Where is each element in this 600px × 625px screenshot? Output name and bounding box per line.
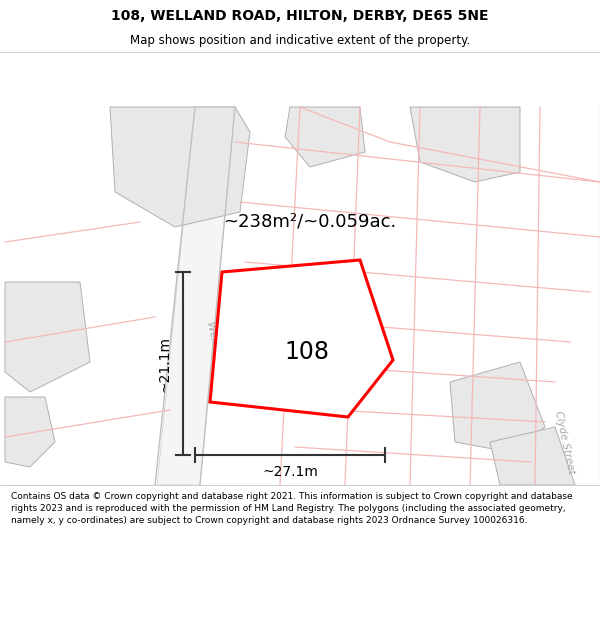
Polygon shape bbox=[450, 362, 545, 452]
Text: Clyde Street: Clyde Street bbox=[553, 409, 577, 474]
Polygon shape bbox=[410, 107, 520, 182]
Text: ~27.1m: ~27.1m bbox=[262, 465, 318, 479]
Text: Contains OS data © Crown copyright and database right 2021. This information is : Contains OS data © Crown copyright and d… bbox=[11, 492, 572, 524]
Polygon shape bbox=[490, 427, 575, 485]
Text: Map shows position and indicative extent of the property.: Map shows position and indicative extent… bbox=[130, 34, 470, 47]
Text: 108: 108 bbox=[284, 340, 329, 364]
Text: ~21.1m: ~21.1m bbox=[158, 336, 172, 391]
Text: Well Road: Well Road bbox=[205, 321, 226, 374]
Text: ~238m²/~0.059ac.: ~238m²/~0.059ac. bbox=[223, 213, 397, 231]
Polygon shape bbox=[5, 397, 55, 467]
Text: 108, WELLAND ROAD, HILTON, DERBY, DE65 5NE: 108, WELLAND ROAD, HILTON, DERBY, DE65 5… bbox=[111, 9, 489, 22]
Polygon shape bbox=[157, 107, 235, 485]
Polygon shape bbox=[210, 260, 393, 417]
Polygon shape bbox=[5, 282, 90, 392]
Polygon shape bbox=[285, 107, 365, 167]
Polygon shape bbox=[110, 107, 250, 227]
